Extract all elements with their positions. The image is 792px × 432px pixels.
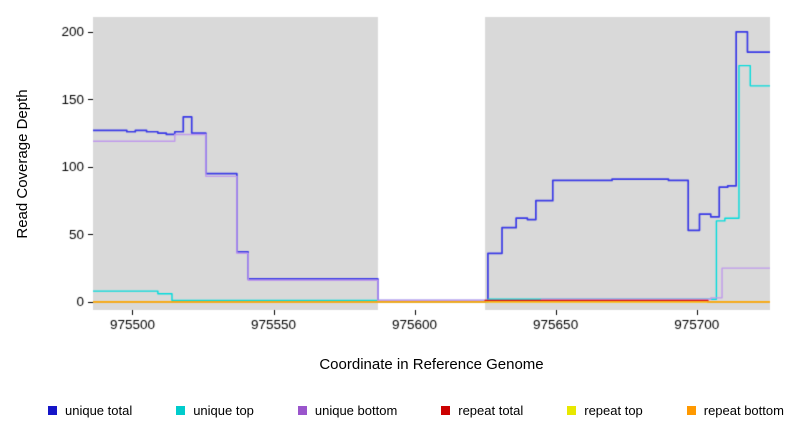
legend-swatch-icon-unique-bottom — [297, 405, 307, 415]
legend-swatch-icon-repeat-top — [567, 405, 577, 415]
y-axis-title: Read Coverage Depth — [14, 89, 31, 239]
legend-item-repeat-total: repeat total — [441, 403, 523, 418]
legend-item-repeat-bottom: repeat bottom — [686, 402, 784, 418]
legend-label-unique-top: unique top — [193, 402, 254, 418]
legend-label-unique-bottom: unique bottom — [314, 402, 398, 418]
legend-swatch-icon-repeat-total — [441, 405, 451, 415]
legend-item-unique-top: unique top — [176, 403, 254, 418]
legend-label-unique-total: unique total — [65, 402, 133, 418]
legend-label-repeat-bottom: repeat bottom — [703, 402, 784, 418]
legend: unique total unique top unique bottom repea… — [48, 401, 784, 419]
legend-swatch-icon-unique-total — [48, 405, 57, 415]
legend-label-repeat-top: repeat top — [584, 402, 643, 418]
legend-label-repeat-total: repeat total — [458, 402, 524, 418]
legend-item-unique-total: unique total — [48, 403, 132, 418]
legend-swatch-icon-repeat-bottom — [686, 405, 696, 415]
legend-item-repeat-top: repeat top — [567, 403, 643, 418]
legend-item-unique-bottom: unique bottom — [297, 402, 398, 418]
coverage-plot-canvas — [0, 0, 792, 340]
x-axis-title: Coordinate in Reference Genome — [319, 356, 544, 373]
legend-swatch-icon-unique-top — [176, 405, 186, 415]
